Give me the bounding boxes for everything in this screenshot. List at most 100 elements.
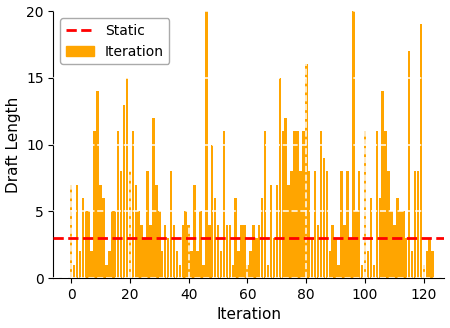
Bar	[99, 185, 102, 278]
Bar	[73, 265, 75, 278]
Bar	[423, 265, 425, 278]
Bar	[376, 131, 378, 278]
Bar	[214, 198, 216, 278]
Bar	[349, 238, 351, 278]
Bar	[288, 185, 290, 278]
Bar	[76, 185, 78, 278]
Bar	[140, 225, 143, 278]
Bar	[188, 225, 190, 278]
Bar	[211, 145, 213, 278]
Bar	[387, 171, 390, 278]
Bar	[81, 198, 84, 278]
Bar	[364, 131, 366, 278]
Bar	[279, 78, 281, 278]
Bar	[317, 225, 319, 278]
Legend: Static, Iteration: Static, Iteration	[60, 18, 169, 64]
Bar	[208, 225, 211, 278]
Bar	[170, 171, 172, 278]
Bar	[105, 265, 108, 278]
Bar	[155, 185, 158, 278]
Bar	[229, 225, 231, 278]
Bar	[96, 91, 99, 278]
Bar	[343, 225, 346, 278]
Bar	[108, 252, 111, 278]
Bar	[276, 185, 278, 278]
Bar	[332, 225, 334, 278]
Bar	[382, 91, 384, 278]
Bar	[390, 211, 393, 278]
Bar	[293, 131, 296, 278]
Bar	[426, 252, 428, 278]
Bar	[161, 252, 163, 278]
Bar	[314, 171, 316, 278]
Bar	[393, 225, 396, 278]
Bar	[311, 238, 313, 278]
Bar	[190, 252, 193, 278]
Bar	[111, 211, 113, 278]
Bar	[267, 265, 269, 278]
Y-axis label: Draft Length: Draft Length	[5, 96, 21, 193]
Bar	[202, 265, 205, 278]
Bar	[240, 225, 243, 278]
Bar	[232, 265, 234, 278]
Bar	[340, 171, 343, 278]
Bar	[79, 252, 81, 278]
Bar	[184, 211, 187, 278]
Bar	[367, 252, 369, 278]
Bar	[135, 185, 137, 278]
Bar	[328, 252, 331, 278]
Bar	[223, 131, 225, 278]
Bar	[102, 198, 105, 278]
Bar	[70, 185, 72, 278]
Bar	[199, 211, 202, 278]
Bar	[146, 171, 149, 278]
Bar	[282, 131, 284, 278]
Bar	[355, 211, 357, 278]
Bar	[114, 211, 117, 278]
Bar	[164, 225, 166, 278]
Bar	[217, 225, 219, 278]
Bar	[399, 211, 401, 278]
Bar	[308, 171, 310, 278]
Bar	[405, 238, 408, 278]
Bar	[428, 238, 431, 278]
Bar	[120, 171, 122, 278]
Bar	[273, 238, 275, 278]
Bar	[131, 131, 134, 278]
Bar	[129, 171, 131, 278]
Bar	[323, 158, 325, 278]
Bar	[137, 211, 140, 278]
Bar	[123, 105, 125, 278]
Bar	[225, 225, 228, 278]
Bar	[284, 118, 287, 278]
Bar	[432, 252, 434, 278]
Bar	[338, 265, 340, 278]
Bar	[414, 171, 416, 278]
Bar	[264, 131, 266, 278]
Bar	[173, 225, 175, 278]
X-axis label: Iteration: Iteration	[216, 307, 281, 322]
Bar	[249, 252, 252, 278]
Bar	[402, 211, 405, 278]
Bar	[361, 265, 364, 278]
Bar	[90, 252, 93, 278]
Bar	[158, 211, 161, 278]
Bar	[373, 265, 375, 278]
Bar	[346, 171, 349, 278]
Bar	[358, 171, 360, 278]
Bar	[320, 131, 322, 278]
Bar	[152, 118, 155, 278]
Bar	[352, 11, 355, 278]
Bar	[181, 225, 184, 278]
Bar	[243, 225, 246, 278]
Bar	[420, 24, 422, 278]
Bar	[196, 252, 199, 278]
Bar	[238, 252, 240, 278]
Bar	[167, 238, 169, 278]
Bar	[411, 252, 414, 278]
Bar	[252, 225, 255, 278]
Bar	[290, 171, 293, 278]
Bar	[378, 198, 381, 278]
Bar	[205, 11, 207, 278]
Bar	[296, 131, 299, 278]
